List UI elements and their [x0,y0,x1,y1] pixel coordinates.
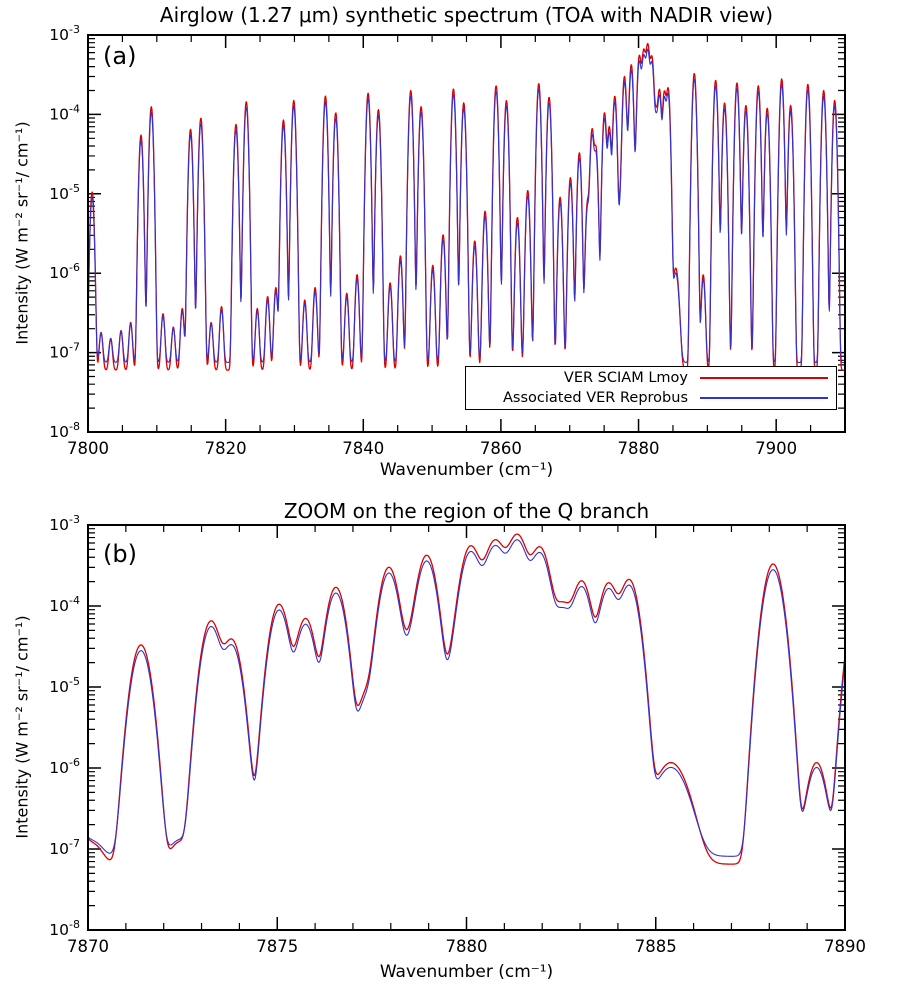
panel-a-x-axis-label: Wavenumber (cm⁻¹) [379,460,554,480]
y-tick-label: 10-8 [49,918,80,939]
minor-ticks [88,525,845,930]
x-tick-label: 7900 [755,439,797,458]
spectrum-curve-blue [87,48,846,364]
panel-a-letter: (a) [103,42,137,70]
x-tick-label: 7840 [342,439,384,458]
panel-b-x-axis-label: Wavenumber (cm⁻¹) [379,962,554,982]
x-tick-label: 7860 [480,439,522,458]
panel-a-y-axis-label: Intensity (W m⁻² sr⁻¹/ cm⁻¹) [12,121,32,345]
x-tick-label: 7890 [824,937,866,956]
y-tick-label: 10-5 [49,675,80,696]
legend-label-reprobus: Associated VER Reprobus [503,390,688,406]
x-tick-label: 7880 [618,439,660,458]
y-tick-label: 10-7 [49,837,80,858]
panel-a-plot: 7800 7820 7840 7860 7880 7900 10-8 10-7 10-6 10-5… [49,23,846,458]
x-tick-label: 7800 [67,439,109,458]
plot-frame [87,524,846,931]
y-tick-label: 10-6 [49,756,80,777]
y-tick-label: 10-6 [49,261,80,282]
plot-frame [87,34,846,433]
x-tick-label: 7885 [635,937,677,956]
panel-b-plot: 7870 7875 7880 7885 7890 10-8 10-7 10-6 10-5 10-4… [49,513,866,956]
y-tick-label: 10-3 [49,23,80,44]
legend-row-reprobus: Associated VER Reprobus [472,388,830,408]
legend-line-blue [700,397,828,399]
x-tick-label: 7870 [67,937,109,956]
y-tick-label: 10-4 [49,594,80,615]
panel-b-title: ZOOM on the region of the Q branch [283,499,650,523]
panel-a-title: Airglow (1.27 μm) synthetic spectrum (TO… [159,3,774,27]
legend-label-sciam: VER SCIAM Lmoy [563,370,688,386]
x-tick-label: 7820 [205,439,247,458]
y-tick-label: 10-4 [49,102,80,123]
y-tick-label: 10-8 [49,420,80,441]
legend-row-sciam: VER SCIAM Lmoy [472,368,830,388]
y-tick-label: 10-3 [49,513,80,534]
major-ticks [87,524,846,931]
panel-b-letter: (b) [103,540,137,568]
legend: VER SCIAM Lmoy Associated VER Reprobus [465,366,837,410]
spectrum-curve-blue [87,539,846,857]
spectrum-curve-red [87,533,846,865]
legend-line-red [700,377,828,379]
y-tick-label: 10-7 [49,341,80,362]
panel-b-y-axis-label: Intensity (W m⁻² sr⁻¹/ cm⁻¹) [12,615,32,839]
x-tick-label: 7880 [446,937,488,956]
x-tick-label: 7875 [256,937,298,956]
y-tick-label: 10-5 [49,182,80,203]
